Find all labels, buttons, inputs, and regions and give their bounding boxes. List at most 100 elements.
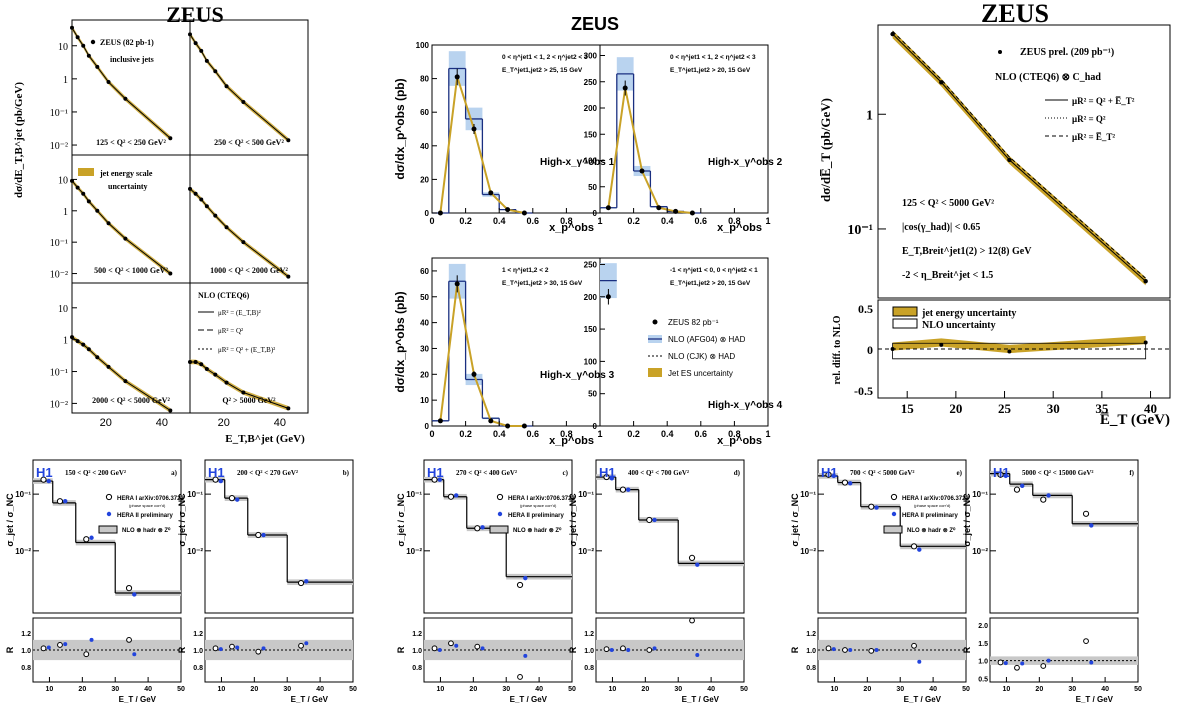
h1-hera2-point [132, 592, 137, 597]
h1-xtick-label: 10 [46, 686, 54, 693]
h1-hera2-point [480, 525, 485, 530]
h1-hera1-point [83, 536, 90, 543]
h1-legend-hera1-label: HERA I arXiv:0706.3722 [902, 496, 969, 502]
h1-ratio-ytick-label: 1.2 [806, 631, 816, 638]
zeus2-ytick-label: 250 [584, 78, 598, 87]
zeus2-xtick-label: 0.6 [695, 216, 708, 226]
h1-ratio-ylabel: R [962, 646, 972, 653]
h1-ratio-hera2 [1020, 661, 1025, 666]
h1-hera1-point [688, 554, 696, 562]
zeus3-cut-label: -2 < η_Breit^jet < 1.5 [902, 270, 993, 281]
zeus2-legend-marker [652, 319, 658, 325]
zeus1-ytick-label: 10 [58, 304, 68, 315]
zeus1-data-point [95, 208, 100, 213]
zeus1-data-point [75, 185, 80, 190]
zeus2-ytick-label: 0 [425, 422, 430, 431]
zeus2-data-point [437, 418, 443, 424]
h1-ratio-ytick-label: 1.2 [21, 631, 31, 638]
h1-legend-hera1 [890, 493, 898, 501]
zeus2-panel-label: High-x_γ^obs 4 [708, 400, 783, 411]
zeus3-legend-marker [998, 50, 1002, 54]
h1-legend-nlo-swatch [883, 525, 903, 534]
h1-hera2-point [261, 532, 266, 538]
h1-panel-frame [423, 459, 573, 614]
h1-hera2-point [874, 505, 879, 510]
h1-ratio-hera1 [517, 674, 523, 680]
zeus2-data-point [437, 210, 443, 216]
zeus2-xtick-label: 1 [597, 216, 602, 226]
h1-ytick-label: 10⁻¹ [972, 490, 988, 499]
zeus1-xtick-label: 20 [218, 417, 230, 429]
h1-hera2-point [1003, 473, 1008, 479]
zeus1-data-point [199, 48, 204, 53]
zeus1-jes-band [190, 359, 289, 411]
zeus2-panel-label: High-x_γ^obs 1 [540, 157, 615, 168]
h1-ratio-hera2 [218, 647, 223, 652]
h1-ylabel: σ_jet / σ_NC [790, 493, 800, 547]
h1-ratio-hera2 [874, 648, 879, 652]
zeus2-data-point [605, 294, 611, 300]
h1-legend-hera2-label: HERA II preliminary [117, 513, 173, 519]
h1-ratio-hera2 [46, 645, 51, 650]
h1-legend-nlo-label: NLO ⊗ hadr ⊗ Z⁰ [907, 527, 956, 534]
zeus2-panel-frame [599, 257, 769, 427]
h1-ratio-frame [989, 617, 1139, 683]
zeus1-jes-band [72, 178, 171, 276]
zeus2-ytick-label: 10 [420, 396, 429, 405]
h1-ratio-hera2 [917, 659, 922, 664]
h1-panel-frame [817, 459, 967, 614]
h1-xlabel: E_T / GeV [904, 695, 942, 704]
h1-ylabel: σ_jet / σ_NC [568, 493, 578, 547]
zeus1-data-point [286, 274, 291, 279]
zeus1-data-point [81, 191, 86, 196]
zeus2-ytick-label: 50 [588, 183, 597, 192]
h1-ratio-ytick-label: 0.8 [412, 665, 422, 672]
zeus1-data-point [86, 199, 91, 204]
h1-hera1-point [1082, 510, 1090, 517]
h1-panel-frame [989, 459, 1139, 614]
h1-legend-nlo-swatch [98, 525, 118, 534]
zeus3-ratio-ylabel: rel. diff. to NLO [832, 315, 843, 384]
zeus2-xtick-label: 0.8 [728, 216, 741, 226]
h1-hera2-point [437, 477, 442, 482]
zeus3-data-point [939, 80, 944, 85]
zeus1-q2-label: 1000 < Q² < 2000 GeV² [210, 266, 288, 275]
h1-q2-label: 400 < Q² < 700 GeV² [628, 469, 689, 477]
h1-legend-hera1-label: HERA I arXiv:0706.3722 [508, 496, 575, 502]
zeus2-ytick-label: 150 [584, 130, 598, 139]
h1-xtick-label: 50 [568, 686, 576, 693]
zeus1-ytick-label: 10 [58, 175, 68, 186]
h1-ratio-hera2 [304, 641, 309, 646]
h1-ratio-ytick-label: 0.8 [193, 665, 203, 672]
zeus2-title: ZEUS [571, 14, 619, 34]
h1-ratio-hera2 [63, 642, 68, 647]
zeus2-data-point [639, 168, 645, 174]
h1-ytick-label: 10⁻² [972, 547, 988, 556]
h1-hera2-point [848, 481, 853, 486]
zeus1-data-point [81, 342, 86, 347]
zeus3-nlo-line [892, 33, 1146, 282]
h1-logo: H1 [821, 465, 838, 480]
zeus3-legend-nlo-swatch [892, 318, 918, 329]
h1-xtick-label: 20 [469, 686, 477, 693]
zeus2-legend-data: ZEUS 82 pb⁻¹ [668, 318, 719, 327]
h1-ytick-label: 10⁻² [578, 547, 594, 556]
h1-hera2-point [695, 562, 700, 567]
zeus2-ytick-label: 0 [593, 209, 598, 218]
zeus2-xtick-label: 0.8 [560, 216, 573, 226]
zeus1-ytick-label: 1 [63, 336, 68, 347]
zeus3-ratio-point [1143, 340, 1148, 345]
zeus1-data-point [86, 53, 91, 58]
zeus1-data-point [123, 96, 128, 101]
h1-ratio-hera1 [1083, 638, 1089, 645]
zeus2-xtick-label: 0 [429, 216, 434, 226]
zeus1-data-point [213, 213, 218, 218]
h1-xtick-label: 10 [609, 686, 617, 693]
h1-panel-tag: d) [734, 469, 741, 477]
zeus2-data-point [622, 85, 628, 91]
zeus1-ytick-label: 10⁻¹ [50, 368, 68, 379]
h1-ratio-hera2 [848, 648, 853, 652]
h1-hera2-point [523, 575, 528, 581]
h1-xtick-label: 30 [502, 686, 510, 693]
h1-ytick-label: 10⁻¹ [15, 490, 31, 499]
